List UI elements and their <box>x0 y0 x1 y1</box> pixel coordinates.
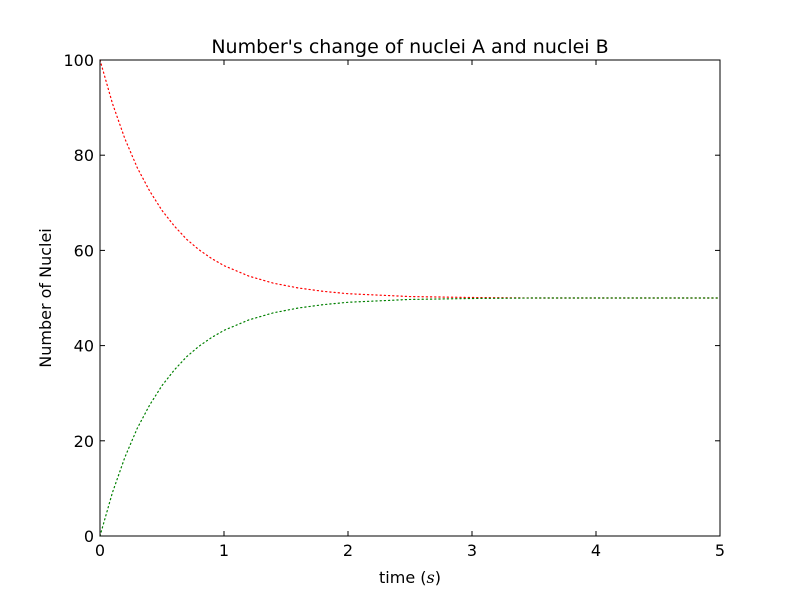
x-tick-label: 5 <box>715 541 725 560</box>
x-tick-label: 3 <box>467 541 477 560</box>
x-tick-label: 2 <box>343 541 353 560</box>
y-tick-label: 60 <box>74 241 94 260</box>
chart-title: Number's change of nuclei A and nuclei B <box>211 36 608 58</box>
x-tick-label: 0 <box>95 541 105 560</box>
y-ticks: 0 20 40 60 80 100 <box>63 51 720 546</box>
series-line-green <box>99 297 721 537</box>
x-tick-label: 1 <box>219 541 229 560</box>
y-tick-label: 100 <box>63 51 94 70</box>
x-axis-title-prefix: time ( <box>379 568 426 587</box>
plot-frame <box>99 59 721 537</box>
y-tick-label: 20 <box>74 432 94 451</box>
y-tick-label: 40 <box>74 337 94 356</box>
x-tick-label: 4 <box>591 541 601 560</box>
y-tick-label: 80 <box>74 146 94 165</box>
x-axis-title-suffix: ) <box>435 568 441 587</box>
y-axis-title: Number of Nuclei <box>36 228 55 368</box>
x-ticks: 0 1 2 3 4 5 <box>95 60 725 560</box>
series-line-red <box>99 59 721 299</box>
plot-series <box>99 59 721 537</box>
y-tick-label: 0 <box>84 527 94 546</box>
x-axis-title: time (s) <box>379 568 441 587</box>
x-axis-title-variable: s <box>427 568 435 587</box>
